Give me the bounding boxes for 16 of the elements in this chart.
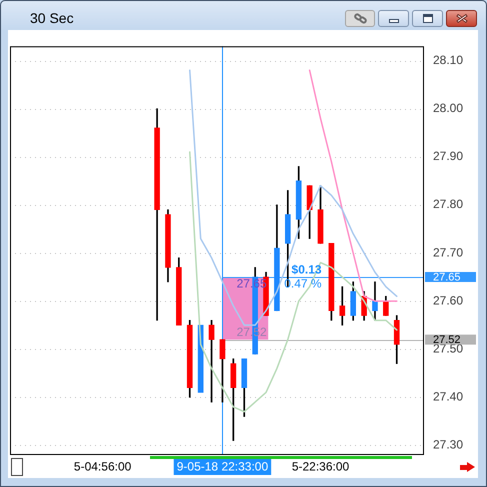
x-tick-label: 5-04:56:00 [74,460,132,474]
y-tick-label: 28.00 [433,101,464,116]
y-tick-label: 27.60 [433,293,464,308]
chart-title: 30 Sec [30,10,74,26]
y-tick-label: 27.90 [433,149,464,164]
ref-line-label: 27.65 [433,272,461,284]
annotation: $0.13 [292,262,322,276]
y-tick-label: 27.70 [433,245,464,260]
y-tick-label: 27.30 [433,438,464,452]
x-tick-label: 5-22:36:00 [292,460,350,474]
y-tick-label: 27.40 [433,390,464,404]
y-tick-label: 28.10 [433,52,464,67]
y-tick-label: 27.80 [433,197,464,212]
y-tick-label: 27.50 [433,342,464,356]
candlestick [208,320,214,402]
x-tick-label: 9-05-18 22:33:00 [176,460,268,474]
